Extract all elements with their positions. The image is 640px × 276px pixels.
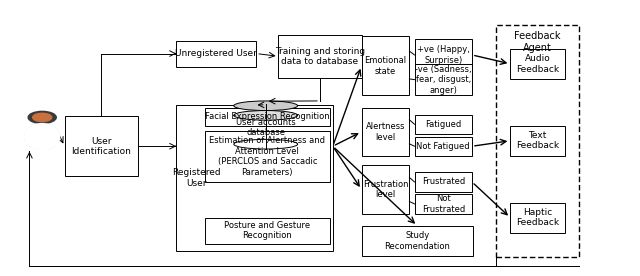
Ellipse shape [234,111,298,120]
Text: User accounts
database: User accounts database [236,118,296,137]
FancyBboxPatch shape [415,64,472,95]
FancyBboxPatch shape [205,131,330,182]
Text: Fatigued: Fatigued [425,120,461,129]
FancyBboxPatch shape [65,116,138,176]
Text: Training and storing
data to database: Training and storing data to database [275,47,365,66]
FancyBboxPatch shape [176,105,333,251]
Ellipse shape [25,124,60,150]
Text: Posture and Gesture
Recognition: Posture and Gesture Recognition [224,221,310,240]
FancyBboxPatch shape [415,172,472,192]
Ellipse shape [234,139,298,149]
FancyBboxPatch shape [278,35,362,78]
FancyBboxPatch shape [362,226,473,256]
Circle shape [28,111,56,123]
FancyBboxPatch shape [510,49,564,79]
FancyBboxPatch shape [362,36,410,95]
Text: Unregistered User: Unregistered User [175,49,257,58]
Text: Haptic
Feedback: Haptic Feedback [516,208,559,227]
Text: Text
Feedback: Text Feedback [516,131,559,150]
Text: Feedback
Agent: Feedback Agent [514,31,561,53]
Text: Frustrated: Frustrated [422,177,465,186]
Text: Emotional
state: Emotional state [364,56,406,76]
Text: +ve (Happy,
Surprise): +ve (Happy, Surprise) [417,45,470,65]
Text: Study
Recomendation: Study Recomendation [385,231,451,251]
Text: Registered
User: Registered User [172,168,221,187]
Text: Alertness
level: Alertness level [365,122,405,142]
FancyBboxPatch shape [510,203,564,233]
FancyBboxPatch shape [176,41,256,67]
FancyBboxPatch shape [205,108,330,126]
Text: Frustration
level: Frustration level [363,180,408,199]
FancyBboxPatch shape [415,39,472,71]
FancyBboxPatch shape [362,108,410,156]
Text: User
Identification: User Identification [71,137,131,156]
Text: Estimation of Alertness and
Attention Level
(PERCLOS and Saccadic
Parameters): Estimation of Alertness and Attention Le… [209,136,325,177]
FancyBboxPatch shape [362,165,410,214]
FancyBboxPatch shape [495,25,579,258]
FancyBboxPatch shape [415,194,472,214]
FancyBboxPatch shape [415,115,472,134]
FancyBboxPatch shape [510,126,564,156]
Text: Audio
Feedback: Audio Feedback [516,54,559,74]
Text: -ve (Sadness,
fear, disgust,
anger): -ve (Sadness, fear, disgust, anger) [415,65,472,95]
Ellipse shape [234,101,298,111]
Text: Not
Frustrated: Not Frustrated [422,194,465,214]
FancyBboxPatch shape [234,106,298,144]
Wedge shape [26,135,59,143]
Text: Facial Expression Recognition: Facial Expression Recognition [205,112,330,121]
Circle shape [33,113,52,121]
Text: Not Fatigued: Not Fatigued [417,142,470,151]
FancyBboxPatch shape [205,218,330,244]
FancyBboxPatch shape [415,137,472,156]
